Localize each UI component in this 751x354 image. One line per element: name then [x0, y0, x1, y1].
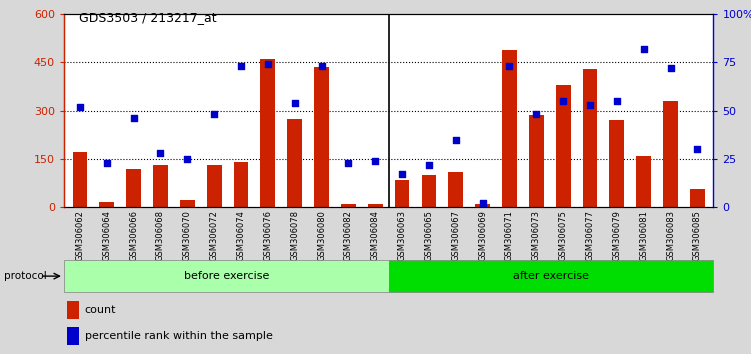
- Bar: [207, 165, 222, 207]
- Bar: [64, 260, 389, 292]
- Bar: [67, 301, 79, 319]
- Point: [262, 62, 274, 67]
- Point: [611, 98, 623, 104]
- Point: [101, 160, 113, 166]
- Point: [477, 200, 489, 206]
- Point: [128, 115, 140, 121]
- Bar: [395, 180, 409, 207]
- Point: [665, 65, 677, 71]
- Point: [235, 63, 247, 69]
- Bar: [73, 153, 87, 207]
- Bar: [261, 59, 275, 207]
- Point: [638, 46, 650, 52]
- Bar: [389, 260, 713, 292]
- Point: [450, 137, 462, 142]
- Bar: [502, 50, 517, 207]
- Point: [155, 150, 167, 156]
- Point: [396, 171, 408, 177]
- Bar: [99, 202, 114, 207]
- Bar: [180, 200, 195, 207]
- Bar: [636, 156, 651, 207]
- Bar: [475, 204, 490, 207]
- Bar: [126, 169, 141, 207]
- Point: [315, 63, 327, 69]
- Text: after exercise: after exercise: [513, 271, 589, 281]
- Bar: [153, 165, 168, 207]
- Bar: [663, 101, 678, 207]
- Point: [74, 104, 86, 110]
- Bar: [448, 172, 463, 207]
- Bar: [314, 67, 329, 207]
- Bar: [288, 119, 302, 207]
- Text: GDS3503 / 213217_at: GDS3503 / 213217_at: [79, 11, 216, 24]
- Bar: [234, 162, 249, 207]
- Point: [584, 102, 596, 108]
- Point: [692, 147, 704, 152]
- Point: [208, 112, 220, 117]
- Bar: [368, 204, 382, 207]
- Bar: [67, 327, 79, 345]
- Point: [503, 63, 515, 69]
- Bar: [529, 115, 544, 207]
- Bar: [556, 85, 571, 207]
- Point: [288, 100, 300, 106]
- Point: [530, 112, 542, 117]
- Bar: [583, 69, 597, 207]
- Point: [423, 162, 435, 167]
- Point: [181, 156, 193, 162]
- Text: percentile rank within the sample: percentile rank within the sample: [85, 331, 273, 341]
- Point: [557, 98, 569, 104]
- Bar: [341, 204, 356, 207]
- Text: before exercise: before exercise: [183, 271, 269, 281]
- Text: protocol: protocol: [4, 271, 47, 281]
- Text: count: count: [85, 305, 116, 315]
- Point: [342, 160, 354, 166]
- Point: [369, 158, 382, 164]
- Bar: [421, 175, 436, 207]
- Bar: [690, 189, 704, 207]
- Bar: [609, 120, 624, 207]
